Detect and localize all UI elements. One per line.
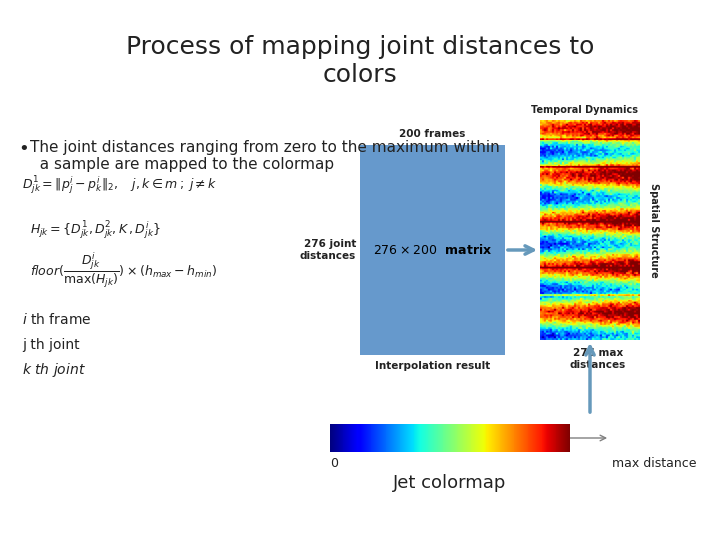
Text: The joint distances ranging from zero to the maximum within
  a sample are mappe: The joint distances ranging from zero to… bbox=[30, 140, 500, 172]
Text: 200 frames: 200 frames bbox=[400, 129, 466, 139]
Bar bbox=[360, 145, 505, 355]
Text: $floor(\dfrac{D^{i}_{jk}}{\max(H_{jk})}) \times (h_{max} - h_{min})$: $floor(\dfrac{D^{i}_{jk}}{\max(H_{jk})})… bbox=[30, 250, 217, 290]
Text: 276 joint
distances: 276 joint distances bbox=[300, 239, 356, 261]
Text: 0: 0 bbox=[330, 457, 338, 470]
Text: j th joint: j th joint bbox=[22, 338, 80, 352]
Text: Interpolation result: Interpolation result bbox=[375, 361, 490, 371]
Text: 276 max
distances: 276 max distances bbox=[570, 348, 626, 369]
Text: Temporal Dynamics: Temporal Dynamics bbox=[531, 105, 638, 115]
Text: Spatial Structure: Spatial Structure bbox=[649, 183, 659, 278]
Text: •: • bbox=[18, 140, 29, 158]
Text: Jet colormap: Jet colormap bbox=[393, 474, 507, 492]
Text: Process of mapping joint distances to
colors: Process of mapping joint distances to co… bbox=[126, 35, 594, 87]
Text: $k$ th joint: $k$ th joint bbox=[22, 361, 86, 379]
Text: $276\times200$  matrix: $276\times200$ matrix bbox=[373, 243, 492, 257]
Text: $D^{1}_{jk} = \|p^{i}_{j} - p^{i}_{k}\|_{2}, \quad j,k \in m\,;\; j \neq k$: $D^{1}_{jk} = \|p^{i}_{j} - p^{i}_{k}\|_… bbox=[22, 174, 217, 195]
Text: $i$ th frame: $i$ th frame bbox=[22, 313, 91, 327]
Text: $H_{jk} = \{D^{1}_{jk}, D^{2}_{jk}, K\,,D^{i}_{jk}\}$: $H_{jk} = \{D^{1}_{jk}, D^{2}_{jk}, K\,,… bbox=[30, 219, 161, 241]
Text: max distance: max distance bbox=[612, 457, 696, 470]
